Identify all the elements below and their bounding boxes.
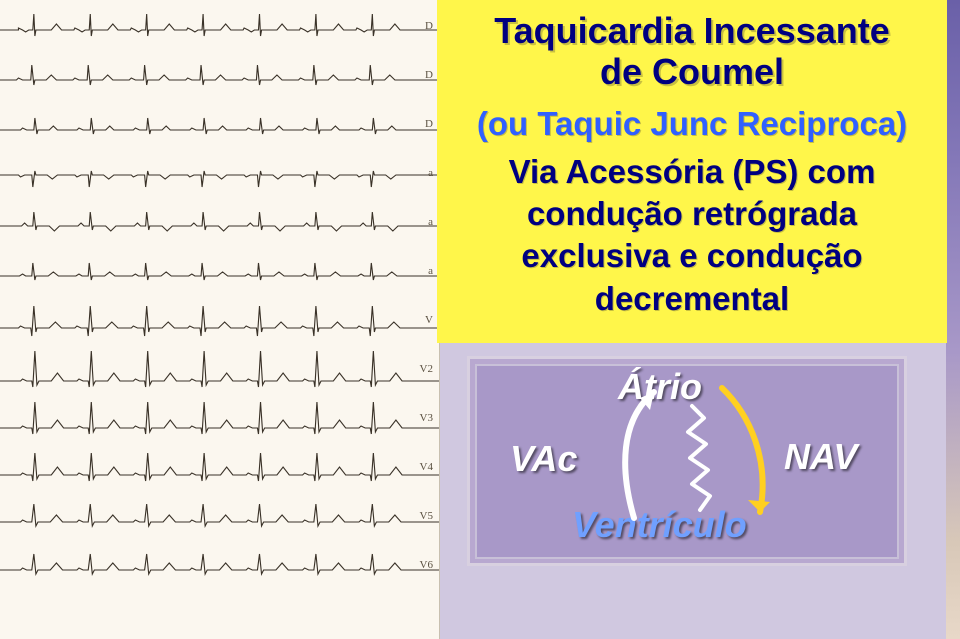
diagram-arrows (0, 0, 960, 639)
